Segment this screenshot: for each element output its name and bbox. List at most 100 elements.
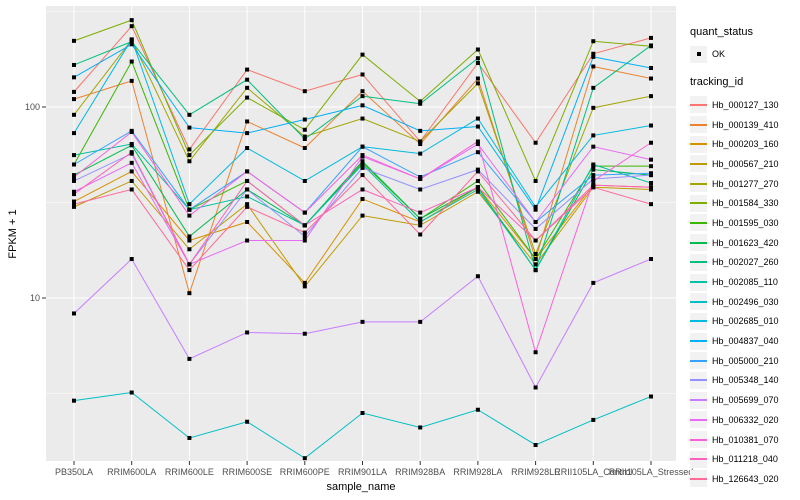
legend-key-box: [690, 194, 707, 212]
legend-item-Hb_001584_330: Hb_001584_330: [690, 193, 798, 213]
legend-item-label: Hb_000127_130: [712, 99, 779, 110]
data-point-marker: [649, 181, 653, 186]
legend-item-Hb_005348_140: Hb_005348_140: [690, 371, 798, 391]
legend-item-Hb_001623_420: Hb_001623_420: [690, 233, 798, 253]
data-point-marker: [187, 159, 192, 164]
data-point-marker: [475, 81, 480, 86]
data-point-marker: [591, 51, 596, 56]
legend-item-Hb_002685_010: Hb_002685_010: [690, 312, 798, 332]
data-point-marker: [591, 173, 596, 178]
data-point-marker: [533, 140, 538, 145]
data-point-marker: [360, 173, 365, 178]
legend-key-box: [690, 45, 707, 63]
legend-key-box: [690, 332, 707, 350]
data-point-marker: [475, 274, 480, 279]
legend-key-box: [690, 391, 707, 409]
legend-item-Hb_002027_260: Hb_002027_260: [690, 253, 798, 273]
data-point-marker: [129, 18, 134, 23]
data-point-marker: [418, 219, 423, 224]
data-point-marker: [418, 319, 423, 324]
data-point-marker: [591, 178, 596, 183]
data-point-marker: [533, 257, 538, 262]
data-point-marker: [533, 268, 538, 273]
data-point-marker: [187, 234, 192, 239]
x-axis-title: sample_name: [326, 481, 396, 493]
data-point-marker: [187, 268, 192, 273]
data-point-marker: [591, 183, 596, 188]
tracking-id-legend-entries: Hb_000127_130 Hb_000139_410 Hb_000203_160 H…: [690, 95, 798, 489]
legend-item-label: Hb_000139_410: [712, 119, 779, 130]
x-tick-label: RRIM901LA: [338, 467, 387, 477]
legend-line-swatch-icon: [690, 221, 707, 224]
data-point-marker: [475, 178, 480, 183]
data-point-marker: [418, 142, 423, 147]
data-point-marker: [649, 202, 653, 207]
legend-title-tracking-id: tracking_id: [690, 76, 744, 88]
data-point-marker: [187, 435, 192, 440]
legend-item-Hb_010381_070: Hb_010381_070: [690, 430, 798, 450]
data-point-marker: [129, 390, 134, 395]
data-point-marker: [245, 146, 250, 151]
data-point-marker: [360, 213, 365, 218]
data-point-marker: [245, 238, 250, 243]
data-point-marker: [245, 187, 250, 192]
legend-key-box: [690, 214, 707, 232]
legend-line-swatch-icon: [690, 103, 707, 106]
data-point-marker: [649, 76, 653, 81]
data-point-marker: [302, 223, 307, 228]
data-point-marker: [187, 112, 192, 117]
data-point-marker: [649, 394, 653, 399]
legend-key-box: [690, 352, 707, 370]
data-point-marker: [302, 331, 307, 336]
data-point-marker: [533, 251, 538, 256]
legend-item-label: Hb_002027_260: [712, 257, 779, 268]
data-point-marker: [72, 112, 76, 117]
data-point-marker: [187, 262, 192, 267]
data-point-marker: [72, 162, 76, 167]
data-point-marker: [245, 330, 250, 335]
data-point-marker: [418, 176, 423, 181]
data-point-marker: [649, 66, 653, 71]
data-point-marker: [302, 117, 307, 122]
data-point-marker: [245, 202, 250, 207]
legend-line-swatch-icon: [690, 300, 707, 303]
data-point-marker: [418, 425, 423, 430]
legend: quant_status OK tracking_id Hb_000127_13…: [690, 26, 798, 489]
data-point-marker: [360, 159, 365, 164]
data-point-marker: [360, 165, 365, 170]
data-point-marker: [475, 187, 480, 192]
legend-spacer: [690, 63, 798, 76]
legend-key-box: [690, 135, 707, 153]
data-point-marker: [72, 204, 76, 209]
legend-line-swatch-icon: [690, 340, 707, 343]
data-point-marker: [187, 207, 192, 212]
data-point-marker: [591, 64, 596, 69]
legend-item-Hb_000567_210: Hb_000567_210: [690, 154, 798, 174]
data-point-marker: [360, 144, 365, 149]
data-point-marker: [129, 37, 134, 42]
legend-item-label: Hb_002496_030: [712, 296, 779, 307]
legend-line-swatch-icon: [690, 162, 707, 165]
data-point-marker: [360, 319, 365, 324]
data-point-marker: [649, 123, 653, 128]
data-point-marker: [302, 127, 307, 132]
data-point-marker: [649, 187, 653, 192]
data-point-marker: [649, 94, 653, 99]
data-point-marker: [475, 185, 480, 190]
data-point-marker: [360, 52, 365, 57]
data-point-marker: [533, 219, 538, 224]
data-point-marker: [649, 185, 653, 190]
legend-line-swatch-icon: [690, 458, 707, 461]
data-point-marker: [302, 280, 307, 285]
data-point-marker: [418, 99, 423, 104]
data-point-marker: [245, 131, 250, 136]
data-point-marker: [187, 125, 192, 130]
data-point-marker: [129, 39, 134, 44]
data-point-marker: [129, 169, 134, 174]
data-point-marker: [129, 42, 134, 47]
data-point-marker: [245, 77, 250, 82]
data-point-marker: [72, 131, 76, 136]
data-point-marker: [302, 284, 307, 289]
data-point-marker: [187, 238, 192, 243]
